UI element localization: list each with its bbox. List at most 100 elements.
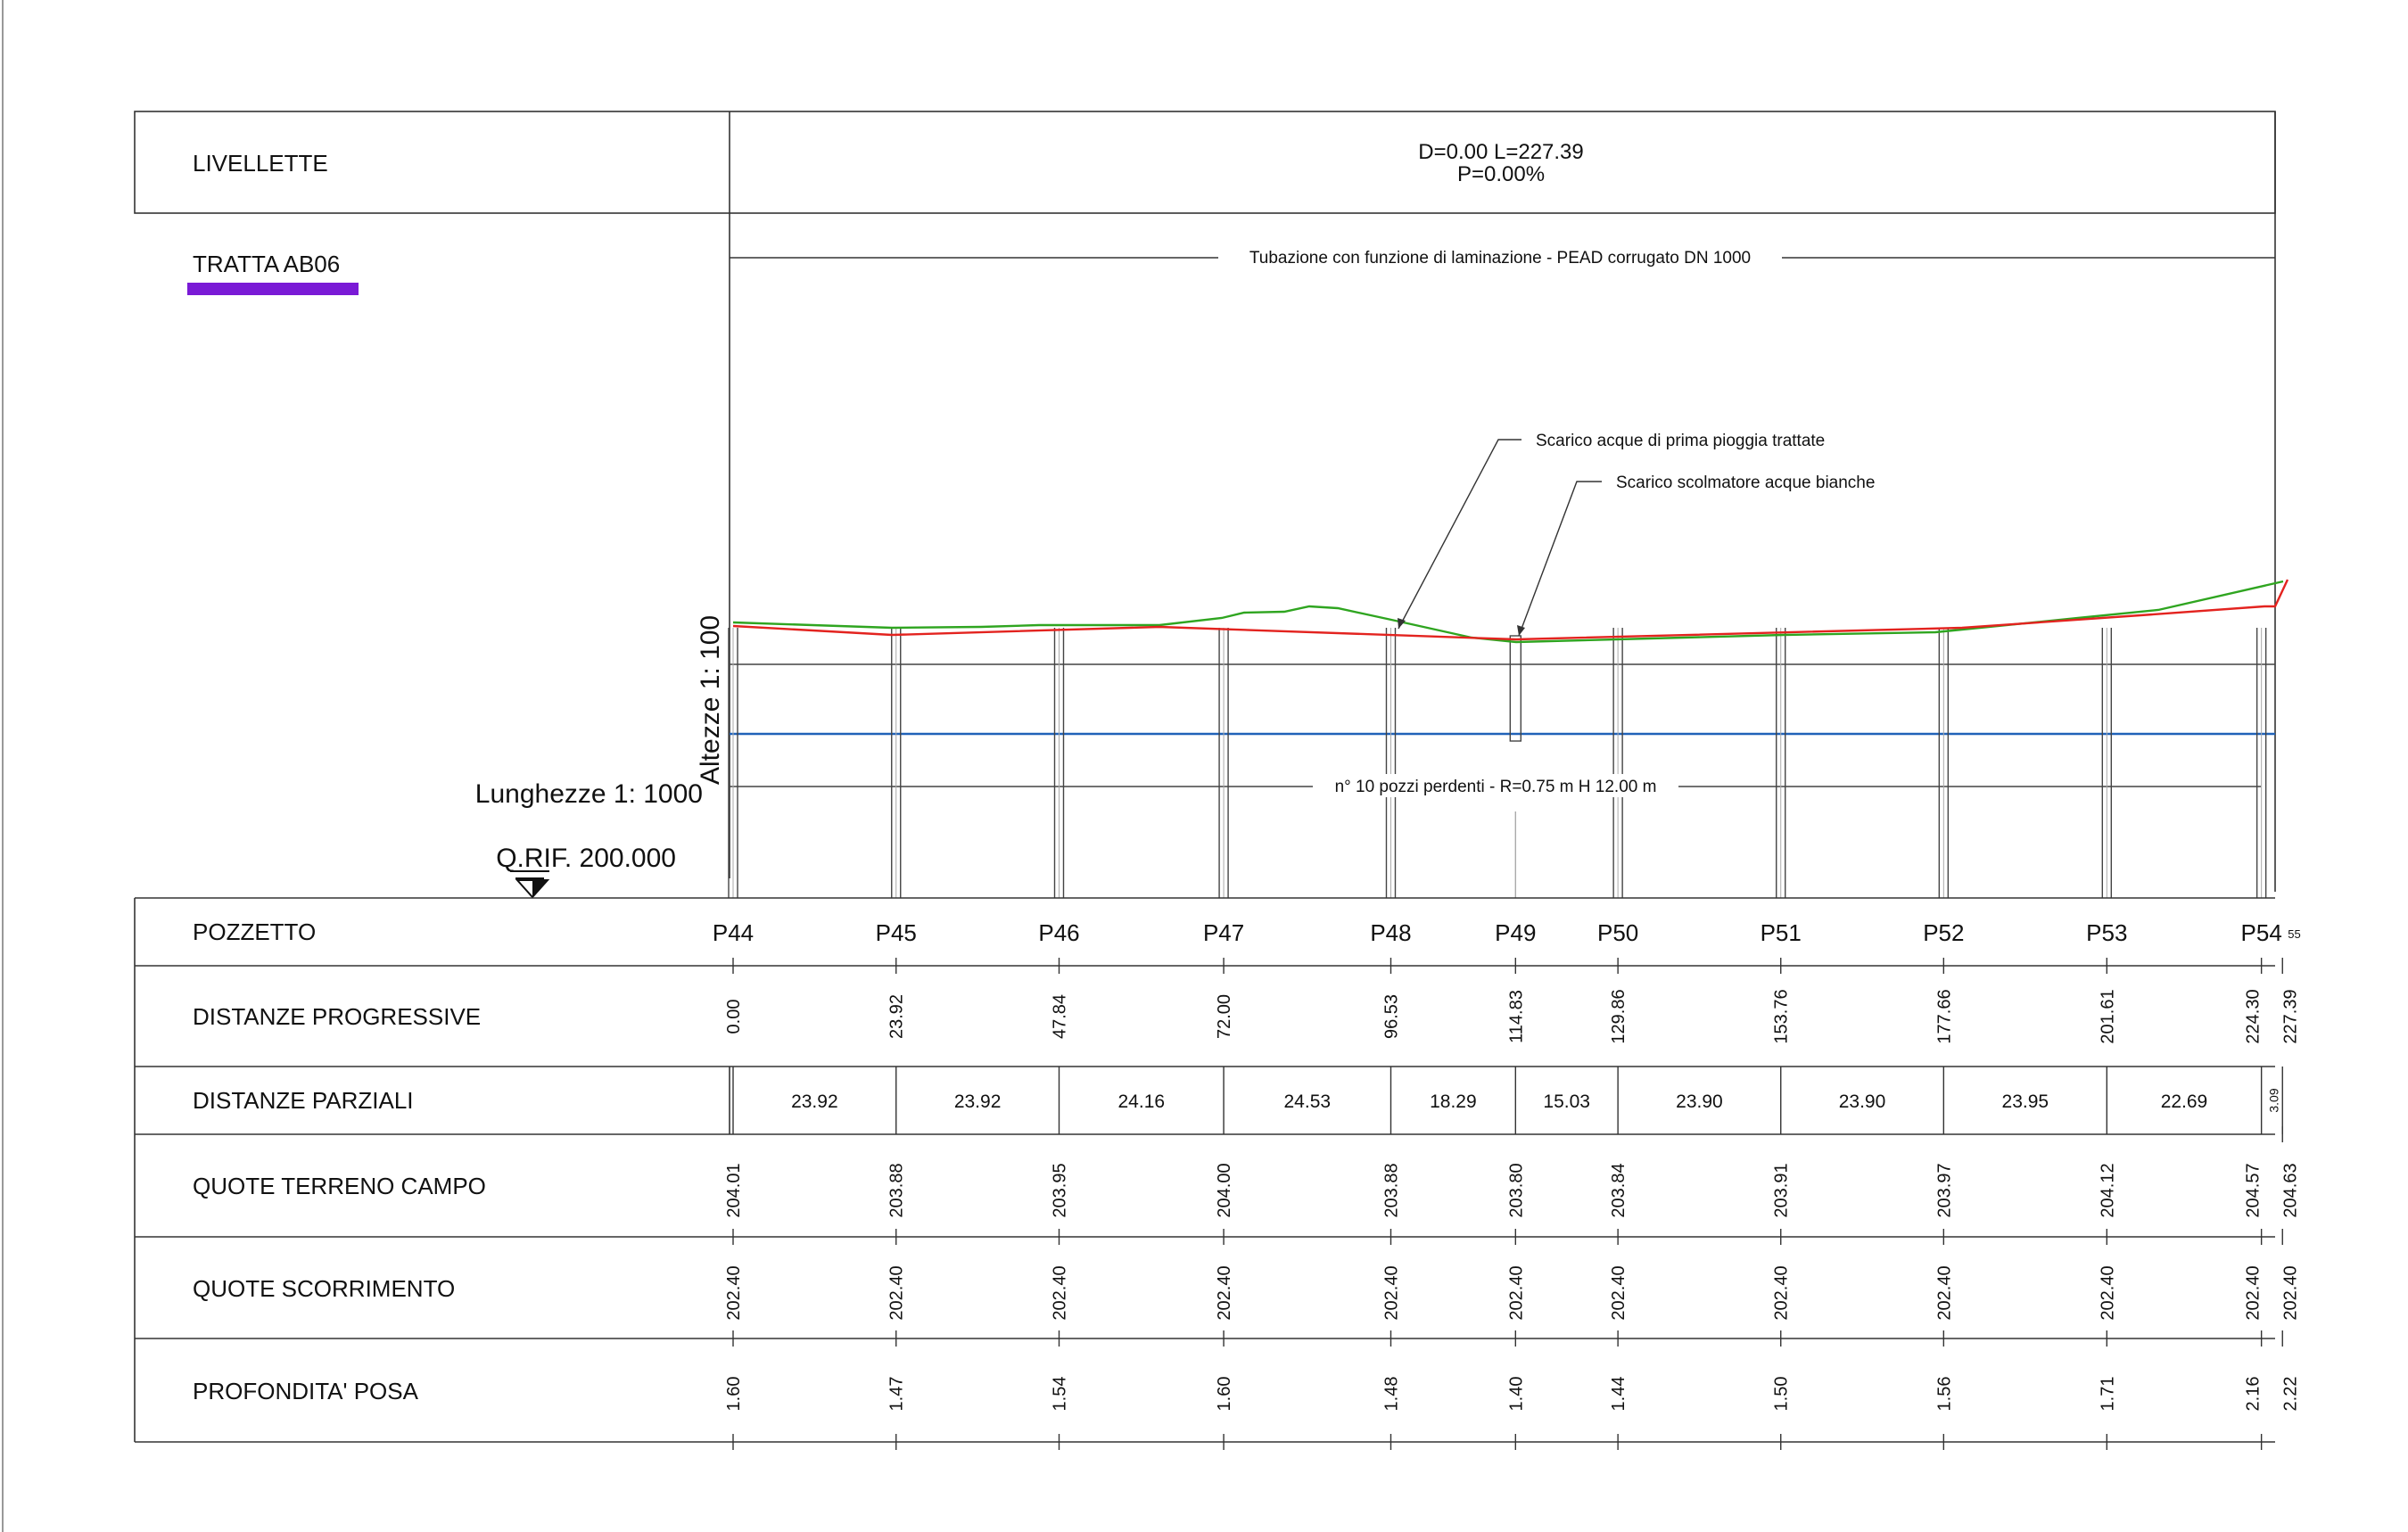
- end-scorrimento-value: 202.40: [2280, 1265, 2300, 1320]
- station-terreno-value: 204.57: [2244, 1163, 2264, 1217]
- end-station-tag: 55: [2288, 927, 2300, 941]
- parziali-value: 24.16: [1118, 1091, 1166, 1112]
- station-scorrimento-value: 202.40: [1934, 1265, 1954, 1320]
- station-progressive-value: 96.53: [1381, 994, 1401, 1039]
- station-progressive-value: 201.61: [2098, 989, 2117, 1043]
- parziali-value: 23.90: [1839, 1091, 1886, 1112]
- parziali-value: 23.95: [2002, 1091, 2049, 1112]
- station-progressive-value: 129.86: [1609, 989, 1629, 1043]
- station-progressive-value: 224.30: [2244, 989, 2264, 1043]
- manhole-shaft-p52: [1938, 628, 1950, 898]
- manhole-shafts: [728, 628, 2267, 898]
- station-terreno-value: 203.84: [1609, 1163, 1629, 1217]
- station-terreno-value: 203.91: [1772, 1163, 1792, 1217]
- parziali-value: 15.03: [1543, 1091, 1590, 1112]
- station-progressive-value: 177.66: [1934, 989, 1954, 1043]
- station-progressive-value: 72.00: [1215, 994, 1234, 1039]
- profile-grid: [730, 663, 2275, 787]
- parziali-value: 3.09: [2266, 1088, 2280, 1112]
- row-label-pozzetto: POZZETTO: [193, 918, 316, 945]
- pipe-label-row: Tubazione con funzione di laminazione - …: [730, 245, 2275, 268]
- manhole-shaft-p48: [1385, 628, 1397, 898]
- table-cells: P44 0.00 204.01 202.40 1.60 P45 23.92 203.88 202…: [713, 919, 2301, 1450]
- parziali-value: 23.90: [1676, 1091, 1723, 1112]
- station-terreno-value: 204.00: [1215, 1163, 1234, 1217]
- manhole-shaft-p45: [891, 628, 902, 898]
- slope-text-line2: P=0.00%: [1457, 162, 1545, 186]
- pipe-profile-line: [732, 579, 2289, 641]
- station-scorrimento-value: 202.40: [2098, 1265, 2117, 1320]
- station-progressive-value: 47.84: [1050, 994, 1069, 1039]
- row-label-scorrimento: QUOTE SCORRIMENTO: [193, 1275, 455, 1302]
- pipe-label: Tubazione con funzione di laminazione - …: [1249, 249, 1751, 268]
- station-terreno-value: 203.97: [1934, 1163, 1954, 1217]
- station-terreno-value: 204.12: [2098, 1163, 2117, 1217]
- tratta-legend: TRATTA AB06: [187, 251, 359, 295]
- livellette-box: LIVELLETTE D=0.00 L=227.39 P=0.00%: [134, 111, 2276, 892]
- callout-prima-pioggia: Scarico acque di prima pioggia trattate: [1398, 432, 1825, 630]
- station-scorrimento-value: 202.40: [1050, 1265, 1069, 1320]
- station-scorrimento-value: 202.40: [1215, 1265, 1234, 1320]
- ground-profile-line: [732, 580, 2284, 644]
- station-terreno-value: 203.88: [887, 1163, 907, 1217]
- parziali-value: 23.92: [791, 1091, 838, 1112]
- vertical-scale-label: Altezze 1: 100: [696, 615, 725, 785]
- end-terreno-value: 204.63: [2280, 1163, 2300, 1217]
- manhole-shaft-p49: [1509, 635, 1522, 898]
- parziali-value: 22.69: [2161, 1091, 2208, 1112]
- station-profondita-value: 1.47: [887, 1377, 907, 1412]
- station-terreno-value: 203.80: [1506, 1163, 1526, 1217]
- row-label-parziali: DISTANZE PARZIALI: [193, 1087, 414, 1114]
- manhole-shaft-p50: [1612, 628, 1623, 898]
- station-profondita-value: 1.50: [1772, 1377, 1792, 1412]
- station-name: P46: [1038, 919, 1079, 946]
- station-terreno-value: 204.01: [724, 1163, 744, 1217]
- station-scorrimento-value: 202.40: [724, 1265, 744, 1320]
- reference-level-label: Q.RIF. 200.000: [496, 844, 676, 873]
- station-profondita-value: 1.54: [1050, 1377, 1069, 1412]
- callout-scolmatore: Scarico scolmatore acque bianche: [1517, 474, 1875, 637]
- tratta-color-swatch: [187, 283, 359, 295]
- station-name: P50: [1597, 919, 1638, 946]
- manhole-shaft-p44: [728, 628, 738, 898]
- station-name: P48: [1370, 919, 1411, 946]
- station-name: P51: [1761, 919, 1802, 946]
- station-terreno-value: 203.88: [1381, 1163, 1401, 1217]
- station-progressive-value: 153.76: [1772, 989, 1792, 1043]
- station-scorrimento-value: 202.40: [887, 1265, 907, 1320]
- horizontal-scale-label: Lunghezze 1: 1000: [475, 779, 703, 809]
- manhole-shaft-p47: [1218, 628, 1229, 898]
- station-profondita-value: 1.71: [2098, 1377, 2117, 1412]
- manhole-shaft-p53: [2101, 628, 2113, 898]
- parziali-value: 24.53: [1284, 1091, 1332, 1112]
- station-name: P53: [2086, 919, 2127, 946]
- callout-1-text: Scarico acque di prima pioggia trattate: [1536, 432, 1825, 450]
- station-name: P44: [713, 919, 754, 946]
- station-scorrimento-value: 202.40: [1506, 1265, 1526, 1320]
- row-label-progressive: DISTANZE PROGRESSIVE: [193, 1003, 481, 1030]
- station-name: P54: [2241, 919, 2282, 946]
- wells-label: n° 10 pozzi perdenti - R=0.75 m H 12.00 …: [1335, 778, 1657, 796]
- livellette-label: LIVELLETTE: [193, 150, 328, 177]
- parziali-value: 23.92: [954, 1091, 1002, 1112]
- station-name: P47: [1203, 919, 1244, 946]
- tratta-label: TRATTA AB06: [193, 251, 340, 277]
- station-terreno-value: 203.95: [1050, 1163, 1069, 1217]
- station-scorrimento-value: 202.40: [1772, 1265, 1792, 1320]
- station-scorrimento-value: 202.40: [1381, 1265, 1401, 1320]
- station-profondita-value: 2.16: [2244, 1377, 2264, 1412]
- end-progressive-value: 227.39: [2280, 989, 2300, 1043]
- station-scorrimento-value: 202.40: [1609, 1265, 1629, 1320]
- station-progressive-value: 23.92: [887, 994, 907, 1039]
- data-table: POZZETTO DISTANZE PROGRESSIVE DISTANZE P…: [134, 897, 2301, 1450]
- station-profondita-value: 1.40: [1506, 1377, 1526, 1412]
- end-profondita-value: 2.22: [2280, 1377, 2300, 1412]
- manhole-shaft-p51: [1776, 628, 1786, 898]
- station-progressive-value: 0.00: [724, 1000, 744, 1034]
- station-profondita-value: 1.56: [1934, 1377, 1954, 1412]
- table-frame: [134, 897, 2275, 1443]
- parziali-value: 18.29: [1430, 1091, 1477, 1112]
- station-profondita-value: 1.60: [724, 1377, 744, 1412]
- reference-level-icon: [510, 870, 550, 899]
- station-scorrimento-value: 202.40: [2244, 1265, 2264, 1320]
